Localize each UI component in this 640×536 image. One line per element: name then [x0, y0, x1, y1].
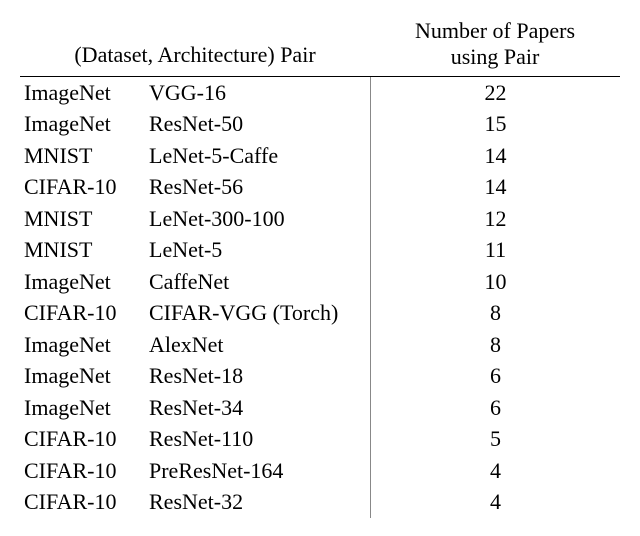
- cell-architecture: VGG-16: [149, 80, 370, 106]
- table-row: MNISTLeNet-5-Caffe: [20, 140, 370, 172]
- cell-architecture: ResNet-56: [149, 174, 370, 200]
- cell-architecture: ResNet-34: [149, 395, 370, 421]
- table-body-left: ImageNetVGG-16ImageNetResNet-50MNISTLeNe…: [20, 77, 371, 518]
- cell-architecture: AlexNet: [149, 332, 370, 358]
- cell-dataset: MNIST: [20, 206, 149, 232]
- table-row: ImageNetResNet-18: [20, 361, 370, 393]
- cell-count: 4: [371, 455, 620, 487]
- cell-architecture: LeNet-5-Caffe: [149, 143, 370, 169]
- cell-count: 5: [371, 424, 620, 456]
- cell-dataset: ImageNet: [20, 332, 149, 358]
- cell-architecture: LeNet-300-100: [149, 206, 370, 232]
- cell-count: 6: [371, 361, 620, 393]
- table-row: ImageNetVGG-16: [20, 77, 370, 109]
- cell-dataset: MNIST: [20, 143, 149, 169]
- cell-dataset: ImageNet: [20, 395, 149, 421]
- cell-dataset: CIFAR-10: [20, 300, 149, 326]
- dataset-architecture-table: (Dataset, Architecture) Pair Number of P…: [20, 18, 620, 518]
- table-body: ImageNetVGG-16ImageNetResNet-50MNISTLeNe…: [20, 77, 620, 518]
- cell-architecture: ResNet-50: [149, 111, 370, 137]
- cell-count: 14: [371, 140, 620, 172]
- cell-count: 14: [371, 172, 620, 204]
- header-count-line1: Number of Papers: [370, 18, 620, 44]
- table-row: ImageNetResNet-34: [20, 392, 370, 424]
- cell-architecture: PreResNet-164: [149, 458, 370, 484]
- cell-count: 8: [371, 329, 620, 361]
- table-header-row: (Dataset, Architecture) Pair Number of P…: [20, 18, 620, 77]
- header-pair-label: (Dataset, Architecture) Pair: [20, 18, 370, 70]
- table-row: MNISTLeNet-300-100: [20, 203, 370, 235]
- cell-architecture: LeNet-5: [149, 237, 370, 263]
- cell-dataset: CIFAR-10: [20, 174, 149, 200]
- cell-dataset: ImageNet: [20, 80, 149, 106]
- table-row: CIFAR-10CIFAR-VGG (Torch): [20, 298, 370, 330]
- table-row: ImageNetCaffeNet: [20, 266, 370, 298]
- cell-dataset: CIFAR-10: [20, 458, 149, 484]
- header-count-label: Number of Papers using Pair: [370, 18, 620, 70]
- cell-dataset: ImageNet: [20, 111, 149, 137]
- table-row: CIFAR-10ResNet-110: [20, 424, 370, 456]
- table-row: CIFAR-10ResNet-32: [20, 487, 370, 519]
- cell-dataset: CIFAR-10: [20, 489, 149, 515]
- cell-architecture: ResNet-32: [149, 489, 370, 515]
- cell-architecture: ResNet-110: [149, 426, 370, 452]
- cell-dataset: CIFAR-10: [20, 426, 149, 452]
- cell-architecture: CaffeNet: [149, 269, 370, 295]
- table-row: CIFAR-10ResNet-56: [20, 172, 370, 204]
- cell-count: 8: [371, 298, 620, 330]
- table-row: ImageNetResNet-50: [20, 109, 370, 141]
- table-row: CIFAR-10PreResNet-164: [20, 455, 370, 487]
- cell-count: 4: [371, 487, 620, 519]
- cell-architecture: ResNet-18: [149, 363, 370, 389]
- cell-dataset: MNIST: [20, 237, 149, 263]
- header-count-line2: using Pair: [370, 44, 620, 70]
- cell-count: 11: [371, 235, 620, 267]
- cell-architecture: CIFAR-VGG (Torch): [149, 300, 370, 326]
- table-body-right: 221514141211108866544: [371, 77, 620, 518]
- cell-dataset: ImageNet: [20, 269, 149, 295]
- cell-count: 10: [371, 266, 620, 298]
- cell-dataset: ImageNet: [20, 363, 149, 389]
- cell-count: 12: [371, 203, 620, 235]
- table-row: ImageNetAlexNet: [20, 329, 370, 361]
- cell-count: 15: [371, 109, 620, 141]
- cell-count: 6: [371, 392, 620, 424]
- table-row: MNISTLeNet-5: [20, 235, 370, 267]
- cell-count: 22: [371, 77, 620, 109]
